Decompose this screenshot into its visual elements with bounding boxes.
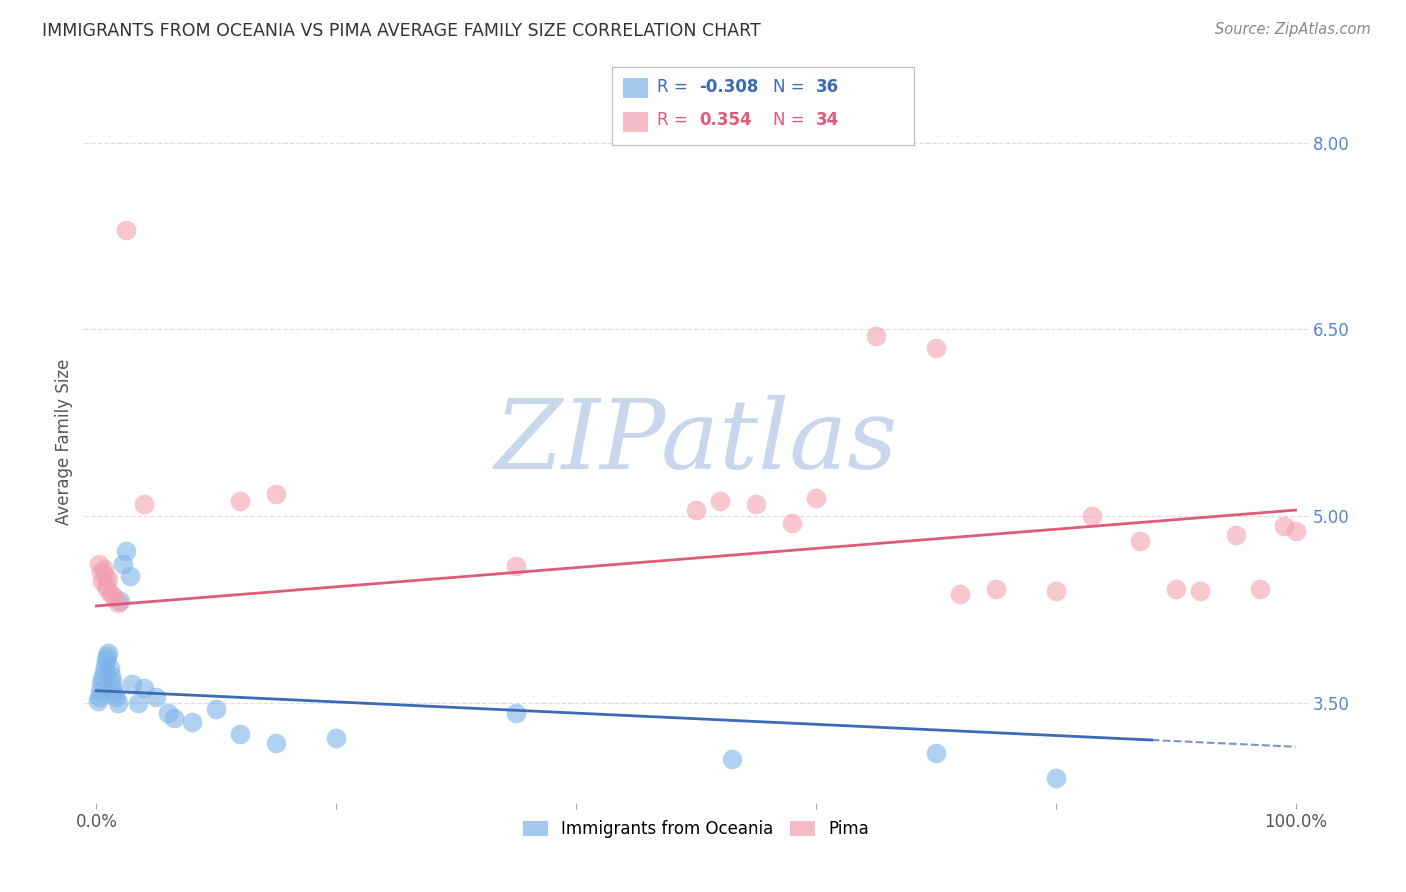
Point [100, 586, 122, 600]
Point [264, 487, 287, 501]
Point [91, 671, 114, 685]
Point [134, 497, 156, 511]
Point [115, 223, 138, 237]
Text: 34: 34 [815, 112, 839, 129]
Point [1188, 584, 1211, 599]
Point [325, 731, 347, 745]
Point [87, 557, 110, 571]
Point [115, 544, 138, 558]
Point [163, 711, 186, 725]
Point [94, 652, 117, 666]
Point [93, 658, 117, 673]
Point [107, 696, 129, 710]
Point [721, 752, 744, 766]
Point [134, 681, 156, 696]
Point [96, 582, 118, 596]
Point [111, 557, 134, 571]
Point [925, 746, 948, 760]
Point [709, 494, 731, 508]
Point [103, 591, 125, 605]
Point [145, 690, 167, 704]
Text: Source: ZipAtlas.com: Source: ZipAtlas.com [1215, 22, 1371, 37]
Point [865, 328, 887, 343]
Point [804, 491, 827, 505]
Text: ZIPatlas: ZIPatlas [495, 394, 897, 489]
Point [205, 702, 228, 716]
Point [505, 706, 527, 720]
Point [90, 677, 112, 691]
Point [100, 669, 122, 683]
Point [121, 677, 143, 691]
Point [505, 559, 527, 574]
Point [107, 597, 129, 611]
Y-axis label: Average Family Size: Average Family Size [55, 359, 73, 524]
Point [1164, 582, 1187, 596]
Point [103, 686, 125, 700]
Point [90, 566, 112, 580]
Point [984, 582, 1007, 596]
Point [685, 503, 707, 517]
Point [229, 494, 252, 508]
Point [780, 516, 803, 530]
Text: N =: N = [773, 112, 810, 129]
Point [104, 690, 127, 704]
Point [1129, 534, 1152, 549]
Text: IMMIGRANTS FROM OCEANIA VS PIMA AVERAGE FAMILY SIZE CORRELATION CHART: IMMIGRANTS FROM OCEANIA VS PIMA AVERAGE … [42, 22, 761, 40]
Point [925, 341, 948, 355]
Point [1225, 528, 1247, 542]
Point [101, 673, 124, 688]
Point [127, 696, 149, 710]
Point [1045, 771, 1067, 785]
Text: R =: R = [657, 78, 693, 95]
Point [745, 497, 768, 511]
Point [93, 569, 117, 583]
Point [264, 736, 287, 750]
Text: -0.308: -0.308 [699, 78, 758, 95]
Point [87, 690, 110, 704]
Point [91, 574, 114, 588]
Point [97, 572, 120, 586]
Point [1272, 519, 1295, 533]
Text: 36: 36 [815, 78, 838, 95]
Point [93, 561, 115, 575]
Point [94, 578, 117, 592]
Point [86, 693, 108, 707]
Point [229, 727, 252, 741]
Point [93, 665, 115, 679]
Point [1284, 524, 1306, 539]
Point [1080, 509, 1102, 524]
Point [118, 569, 141, 583]
Point [1249, 582, 1271, 596]
Point [1045, 584, 1067, 599]
Point [96, 648, 118, 663]
Point [101, 681, 124, 696]
Point [157, 706, 180, 720]
Point [98, 661, 121, 675]
Point [89, 683, 111, 698]
Point [97, 646, 120, 660]
Text: R =: R = [657, 112, 697, 129]
Point [181, 714, 204, 729]
Legend: Immigrants from Oceania, Pima: Immigrants from Oceania, Pima [516, 814, 876, 845]
Text: N =: N = [773, 78, 810, 95]
Point [949, 586, 972, 600]
Text: 0.354: 0.354 [699, 112, 751, 129]
Point [110, 594, 132, 608]
